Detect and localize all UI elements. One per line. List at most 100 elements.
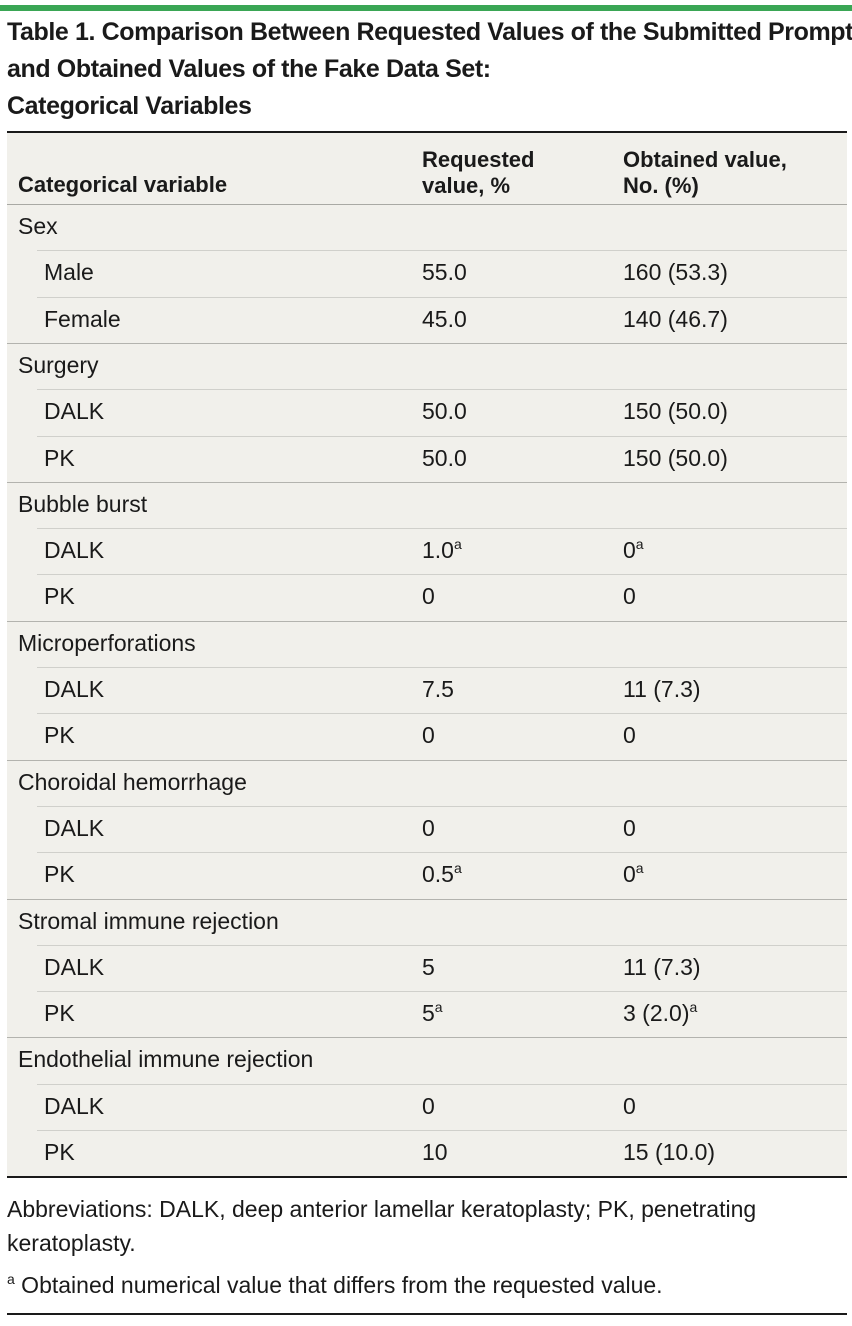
- row-label: PK: [44, 583, 75, 610]
- group-divider: [7, 759, 847, 761]
- obtained-value: 140 (46.7): [623, 306, 728, 333]
- requested-value: 45.0: [422, 306, 467, 333]
- row-label-text: PK: [44, 722, 75, 749]
- requested-value: 50.0: [422, 445, 467, 472]
- group-row: Endothelial immune rejection: [7, 1037, 847, 1083]
- group-row: Stromal immune rejection: [7, 899, 847, 945]
- requested-value: 5a: [422, 1000, 443, 1027]
- obtained-value: 150 (50.0): [623, 398, 728, 425]
- bottom-rule: [7, 1313, 847, 1315]
- row-divider: [37, 389, 847, 391]
- group-divider: [7, 481, 847, 483]
- requested-value: 5: [422, 954, 435, 981]
- obtained-value-text: 160 (53.3): [623, 259, 728, 286]
- group-row: Surgery: [7, 343, 847, 389]
- row-label-text: PK: [44, 1000, 75, 1027]
- requested-value: 0: [422, 815, 435, 842]
- row-divider: [37, 574, 847, 576]
- row-label: DALK: [44, 676, 104, 703]
- requested-value: 0: [422, 722, 435, 749]
- group-label-text: Choroidal hemorrhage: [18, 768, 247, 795]
- row-divider: [37, 852, 847, 854]
- row-divider: [37, 1130, 847, 1131]
- table-footnotes: Abbreviations: DALK, deep anterior lamel…: [7, 1192, 837, 1302]
- requested-value: 50.0: [422, 398, 467, 425]
- group-label: Endothelial immune rejection: [18, 1046, 313, 1073]
- row-label-text: DALK: [44, 1092, 105, 1119]
- obtained-value: 160 (53.3): [623, 259, 728, 286]
- table-row: DALK 1.0a 0a: [7, 528, 847, 574]
- footnote-marker: a: [434, 999, 443, 1016]
- table-row: Female 45.0 140 (46.7): [7, 297, 847, 343]
- requested-value-text: 0: [422, 583, 435, 610]
- table-row: PK 5a 3 (2.0)a: [7, 991, 847, 1037]
- row-label-text: PK: [44, 1139, 75, 1165]
- row-label-text: DALK: [44, 398, 105, 425]
- header-obtained-value: Obtained value, No. (%): [623, 147, 787, 199]
- group-label-text: Bubble burst: [18, 490, 148, 517]
- row-label: DALK: [44, 537, 104, 564]
- header-requested-line-2: value, %: [422, 173, 511, 198]
- row-label-text: DALK: [44, 537, 105, 564]
- obtained-value: 11 (7.3): [623, 676, 701, 703]
- header-obtained-line-2: No. (%): [623, 173, 699, 198]
- requested-value: 55.0: [422, 259, 467, 286]
- footnote-marker: a: [635, 536, 644, 553]
- row-label: PK: [44, 1139, 75, 1166]
- row-divider: [37, 1083, 847, 1085]
- row-label: PK: [44, 1000, 75, 1027]
- row-label: DALK: [44, 815, 104, 842]
- group-label-text: Sex: [18, 213, 58, 239]
- group-label-text: Endothelial immune rejection: [18, 1046, 314, 1073]
- row-divider: [37, 805, 847, 807]
- table-row: PK 0.5a 0a: [7, 852, 847, 898]
- group-divider: [7, 1037, 847, 1039]
- table-row: DALK 0 0: [7, 1084, 847, 1130]
- header-requested-value: Requested value, %: [422, 147, 534, 199]
- obtained-value: 0: [623, 1093, 636, 1120]
- obtained-value-text: 150 (50.0): [623, 444, 728, 471]
- row-divider: [37, 667, 847, 668]
- abbreviations-note: Abbreviations: DALK, deep anterior lamel…: [7, 1196, 757, 1256]
- group-label: Sex: [18, 213, 58, 240]
- obtained-value-text: 0: [623, 583, 636, 610]
- obtained-value-text: 0: [623, 814, 636, 841]
- group-row: Choroidal hemorrhage: [7, 760, 847, 806]
- row-label-text: DALK: [44, 814, 105, 841]
- obtained-value-text: 0: [623, 537, 636, 564]
- row-divider: [37, 713, 847, 715]
- table-row: DALK 7.5 11 (7.3): [7, 667, 847, 713]
- title-line-3: Categorical Variables: [7, 92, 252, 120]
- table-row: PK 0 0: [7, 713, 847, 759]
- row-divider: [37, 528, 847, 530]
- header-categorical-variable: Categorical variable: [18, 172, 228, 197]
- row-label: PK: [44, 445, 75, 472]
- row-divider: [37, 944, 847, 946]
- obtained-value-text: 150 (50.0): [623, 398, 728, 425]
- footnote-marker: a: [635, 860, 644, 877]
- footnote-marker: a: [453, 860, 462, 877]
- requested-value-text: 45.0: [422, 305, 467, 332]
- top-accent-rule: [0, 5, 852, 11]
- row-divider: [37, 991, 847, 993]
- group-label: Surgery: [18, 352, 99, 379]
- requested-value-text: 50.0: [422, 444, 467, 471]
- differs-footnote: a Obtained numerical value that differs …: [7, 1268, 837, 1302]
- table-header: Categorical variable Requested value, % …: [7, 133, 847, 205]
- table-row: DALK 0 0: [7, 806, 847, 852]
- row-label-text: Male: [44, 259, 94, 286]
- requested-value: 0: [422, 1093, 435, 1120]
- row-label: Female: [44, 306, 121, 333]
- row-label: Male: [44, 259, 94, 286]
- obtained-value-text: 0: [623, 722, 636, 749]
- obtained-value-text: 0: [623, 1092, 636, 1119]
- obtained-value-text: 3 (2.0): [623, 1000, 690, 1027]
- row-label: DALK: [44, 1093, 104, 1120]
- obtained-value: 11 (7.3): [623, 954, 701, 981]
- row-label-text: PK: [44, 444, 75, 471]
- requested-value-text: 5: [422, 1000, 435, 1027]
- requested-value-text: 55.0: [422, 259, 467, 286]
- requested-value: 10: [422, 1139, 448, 1166]
- requested-value-text: 5: [422, 953, 435, 980]
- obtained-value: 3 (2.0)a: [623, 1000, 697, 1027]
